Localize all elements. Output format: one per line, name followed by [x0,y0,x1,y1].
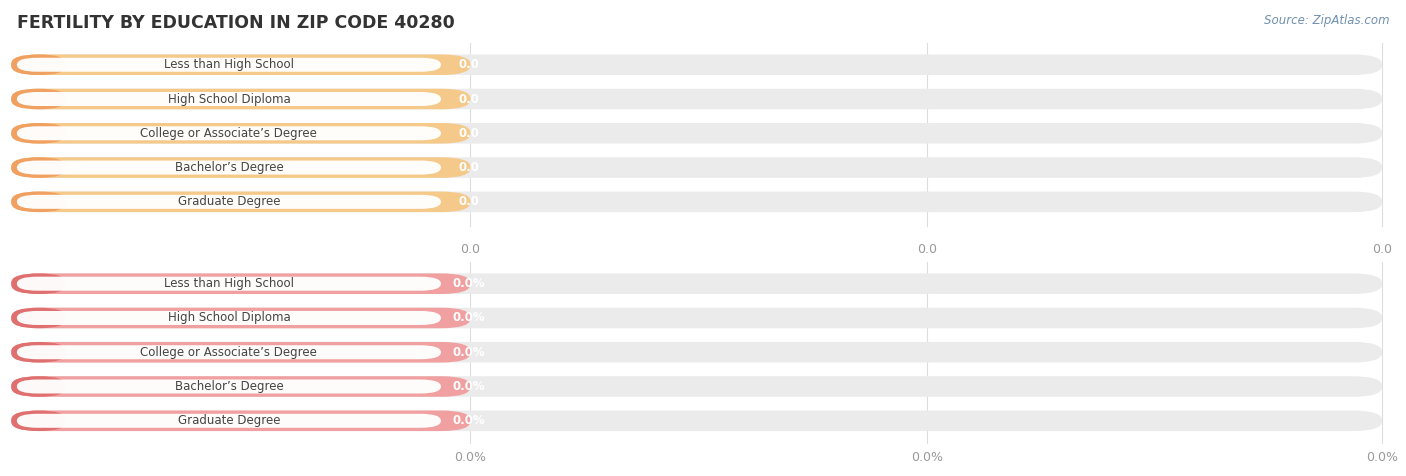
Text: 0.0: 0.0 [461,243,481,256]
FancyBboxPatch shape [17,379,441,394]
FancyBboxPatch shape [11,273,471,294]
FancyBboxPatch shape [11,89,66,109]
FancyBboxPatch shape [11,123,1382,144]
Text: 0.0: 0.0 [458,195,479,208]
FancyBboxPatch shape [11,410,66,431]
Text: College or Associate’s Degree: College or Associate’s Degree [141,346,318,359]
Text: 0.0%: 0.0% [453,277,485,290]
Text: Graduate Degree: Graduate Degree [177,195,280,208]
FancyBboxPatch shape [11,191,1382,212]
Text: 0.0: 0.0 [917,243,936,256]
Text: 0.0: 0.0 [458,58,479,71]
Text: Bachelor’s Degree: Bachelor’s Degree [174,161,283,174]
Text: Less than High School: Less than High School [165,277,294,290]
Text: 0.0: 0.0 [458,127,479,140]
Text: 0.0%: 0.0% [453,311,485,325]
FancyBboxPatch shape [17,277,441,291]
FancyBboxPatch shape [11,307,66,328]
Text: 0.0%: 0.0% [453,380,485,393]
FancyBboxPatch shape [11,123,471,144]
Text: FERTILITY BY EDUCATION IN ZIP CODE 40280: FERTILITY BY EDUCATION IN ZIP CODE 40280 [17,14,454,32]
FancyBboxPatch shape [11,191,471,212]
FancyBboxPatch shape [11,342,66,363]
FancyBboxPatch shape [11,273,1382,294]
Text: College or Associate’s Degree: College or Associate’s Degree [141,127,318,140]
FancyBboxPatch shape [11,307,471,328]
FancyBboxPatch shape [17,160,441,175]
FancyBboxPatch shape [17,92,441,106]
FancyBboxPatch shape [11,123,66,144]
Text: 0.0: 0.0 [1372,243,1392,256]
FancyBboxPatch shape [11,376,1382,397]
Text: Less than High School: Less than High School [165,58,294,71]
Text: 0.0: 0.0 [458,161,479,174]
FancyBboxPatch shape [11,273,66,294]
Text: 0.0: 0.0 [458,92,479,106]
Text: 0.0%: 0.0% [453,414,485,427]
Text: 0.0%: 0.0% [911,451,943,464]
Text: Source: ZipAtlas.com: Source: ZipAtlas.com [1264,14,1389,27]
FancyBboxPatch shape [11,157,1382,178]
FancyBboxPatch shape [11,410,1382,431]
FancyBboxPatch shape [17,311,441,325]
FancyBboxPatch shape [11,54,66,75]
FancyBboxPatch shape [11,191,66,212]
FancyBboxPatch shape [11,307,1382,328]
FancyBboxPatch shape [11,342,1382,363]
FancyBboxPatch shape [11,157,66,178]
Text: Bachelor’s Degree: Bachelor’s Degree [174,380,283,393]
FancyBboxPatch shape [11,54,471,75]
FancyBboxPatch shape [11,342,471,363]
FancyBboxPatch shape [17,414,441,428]
FancyBboxPatch shape [11,54,1382,75]
FancyBboxPatch shape [17,345,441,359]
Text: 0.0%: 0.0% [454,451,486,464]
Text: High School Diploma: High School Diploma [167,92,290,106]
FancyBboxPatch shape [11,157,471,178]
FancyBboxPatch shape [11,376,471,397]
FancyBboxPatch shape [11,410,471,431]
Text: High School Diploma: High School Diploma [167,311,290,325]
FancyBboxPatch shape [17,58,441,72]
FancyBboxPatch shape [11,89,1382,109]
Text: 0.0%: 0.0% [1367,451,1398,464]
FancyBboxPatch shape [17,126,441,140]
Text: Graduate Degree: Graduate Degree [177,414,280,427]
FancyBboxPatch shape [11,89,471,109]
Text: 0.0%: 0.0% [453,346,485,359]
FancyBboxPatch shape [17,195,441,209]
FancyBboxPatch shape [11,376,66,397]
